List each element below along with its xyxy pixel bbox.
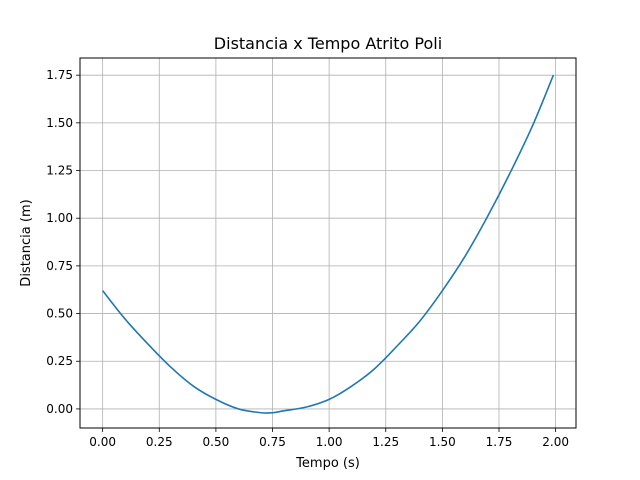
plot-frame <box>79 57 577 429</box>
y-axis-label: Distancia (m) <box>19 199 34 286</box>
series-layer <box>102 74 555 414</box>
y-tick-label: 0.50 <box>46 307 73 321</box>
grid-lines <box>80 58 576 428</box>
x-tick-label: 0.00 <box>89 435 116 449</box>
x-tick-label: 0.75 <box>259 435 286 449</box>
axis-ticks: 0.00 0.25 0.50 0.75 1.00 1.25 1.50 1.75 2.00 0.00… <box>46 68 569 449</box>
y-tick-label: 0.00 <box>46 402 73 416</box>
x-tick-label: 0.25 <box>146 435 173 449</box>
y-tick-label: 0.75 <box>46 259 73 273</box>
y-tick-label: 1.50 <box>46 116 73 130</box>
x-tick-label: 0.50 <box>203 435 230 449</box>
y-tick-label: 1.00 <box>46 211 73 225</box>
y-tick-label: 0.25 <box>46 354 73 368</box>
x-tick-label: 1.50 <box>429 435 456 449</box>
x-tick-label: 1.75 <box>486 435 513 449</box>
x-tick-label: 1.25 <box>372 435 399 449</box>
series-line <box>102 74 555 414</box>
x-tick-label: 1.00 <box>316 435 343 449</box>
x-axis-label: Tempo (s) <box>295 456 360 471</box>
y-tick-label: 1.25 <box>46 164 73 178</box>
chart-title: Distancia x Tempo Atrito Poli <box>214 34 442 53</box>
y-tick-label: 1.75 <box>46 68 73 82</box>
x-tick-label: 2.00 <box>542 435 569 449</box>
